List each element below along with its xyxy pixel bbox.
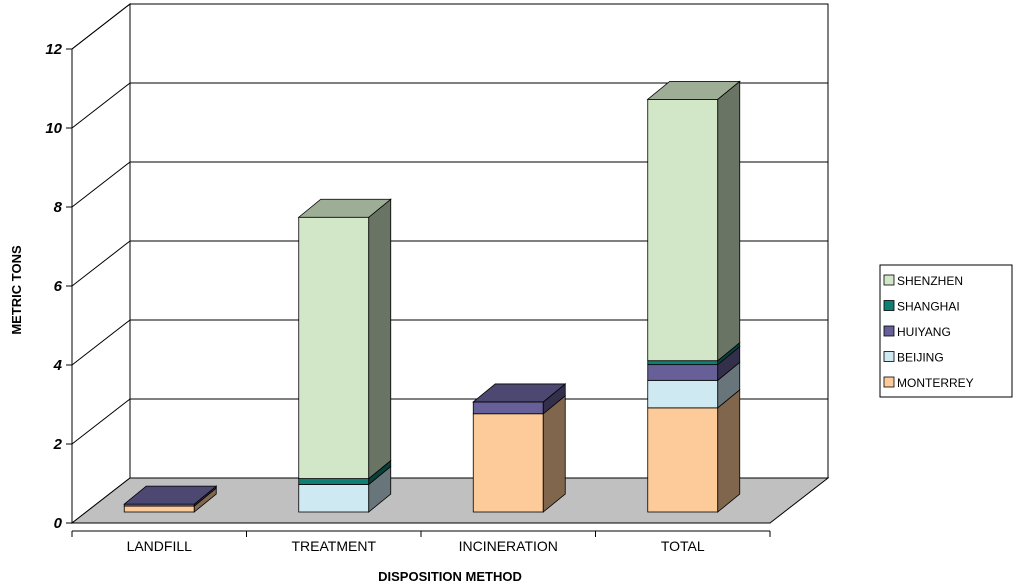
bar-side (368, 198, 392, 480)
x-category-labels: LANDFILL TREATMENT INCINERATION TOTAL (127, 538, 705, 554)
chart-floor (70, 477, 830, 524)
legend-item: BEIJING (883, 351, 944, 365)
bar-segment-huiyang (647, 345, 741, 382)
bar-stack-landfill (123, 485, 218, 513)
bar-side (542, 394, 566, 513)
bar-front (298, 478, 370, 485)
legend-box (879, 264, 1013, 398)
legend-swatch (883, 274, 895, 286)
gridline (71, 240, 828, 287)
x-category-label: TREATMENT (291, 538, 376, 554)
bar-front (298, 484, 370, 513)
bar-top (297, 198, 392, 218)
gridlines (71, 3, 828, 445)
bar-front (647, 364, 719, 381)
legend-item: MONTERREY (883, 376, 974, 390)
bar-side (717, 80, 741, 362)
legend-item: SHANGHAI (883, 300, 960, 314)
y-tick-label: 0 (54, 515, 63, 532)
bar-front (647, 407, 719, 513)
legend-swatch (883, 351, 895, 362)
bar-front (472, 413, 544, 513)
legend-item: SHENZHEN (883, 274, 963, 288)
bar-top (472, 383, 567, 403)
bar-stack-treatment (297, 198, 392, 513)
bar-segment-shenzhen (647, 80, 741, 362)
bar-segment-beijing (298, 465, 392, 513)
y-tick-label: 12 (45, 41, 62, 58)
legend-label: MONTERREY (897, 376, 974, 390)
y-axis-title: METRIC TONS (9, 245, 24, 335)
y-tick-label: 8 (54, 199, 63, 216)
bar-front (647, 379, 719, 409)
bar-stack-incineration (472, 383, 567, 513)
bar-front (647, 98, 719, 362)
legend-label: HUIYANG (897, 325, 951, 339)
legend-label: SHENZHEN (897, 274, 963, 288)
bar-top (646, 80, 741, 100)
bar-segment-monterrey (472, 394, 566, 513)
y-tick-label: 6 (54, 278, 63, 295)
x-category-label: INCINERATION (459, 538, 558, 554)
bar-top (123, 485, 218, 505)
x-category-label: LANDFILL (127, 538, 193, 554)
gridline (71, 398, 828, 445)
legend-label: BEIJING (897, 351, 944, 365)
x-axis-title: DISPOSITION METHOD (378, 569, 522, 584)
y-tick-label: 10 (45, 120, 62, 137)
gridline (71, 82, 828, 129)
bar-front (298, 216, 370, 479)
legend-swatch (883, 300, 895, 311)
bar-side (717, 389, 741, 513)
legend-swatch (883, 325, 895, 337)
legend-label: SHANGHAI (897, 300, 960, 314)
bar-stack-total (646, 80, 741, 513)
bars (123, 80, 741, 513)
bar-front (647, 360, 719, 366)
y-tick-label: 2 (53, 436, 63, 453)
legend: SHENZHEN SHANGHAI HUIYANG BEIJING MONTERREY (879, 264, 1013, 398)
floor-plane (70, 477, 830, 524)
gridline (71, 319, 828, 366)
axes (66, 48, 771, 537)
bar-front (123, 505, 195, 513)
gridline (71, 3, 828, 50)
legend-swatch (883, 376, 895, 388)
gridline (71, 161, 828, 208)
y-tick-labels: 0 2 4 6 8 10 12 (45, 41, 62, 532)
bar-front (472, 401, 544, 415)
y-tick-label: 4 (53, 357, 63, 374)
x-category-label: TOTAL (661, 538, 705, 554)
bar-segment-monterrey (647, 389, 741, 513)
bar-segment-shenzhen (298, 198, 392, 480)
legend-item: HUIYANG (883, 325, 951, 339)
